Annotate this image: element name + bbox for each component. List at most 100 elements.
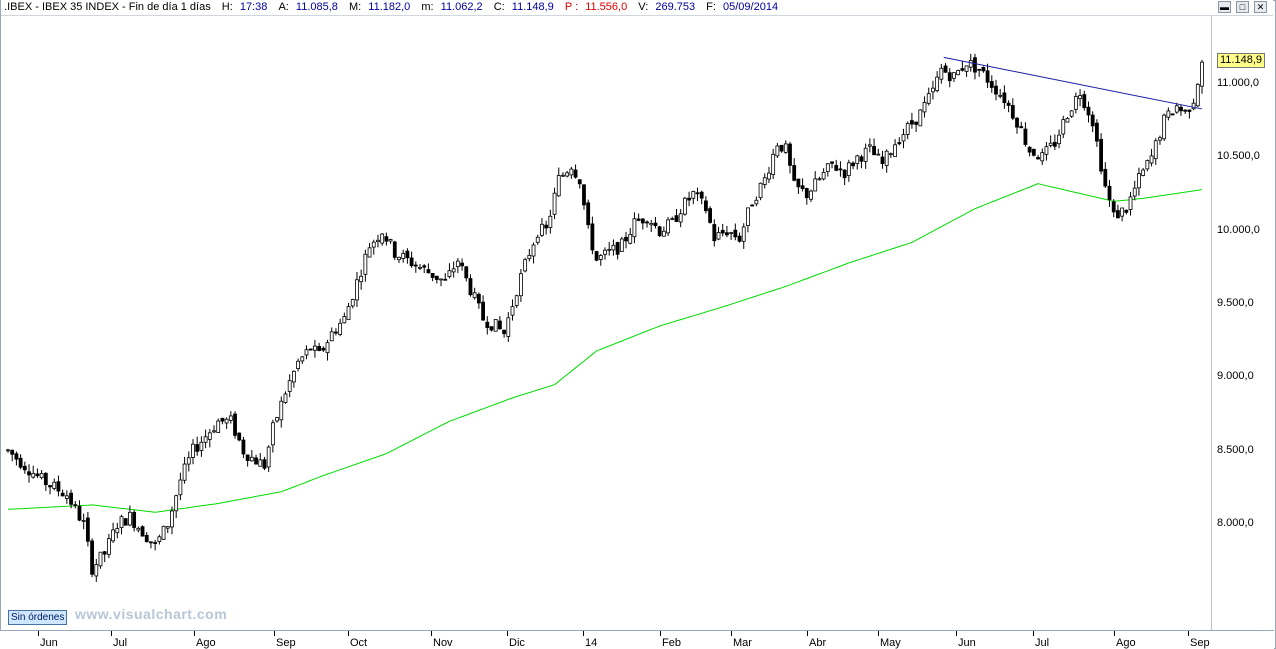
candle [855,154,860,170]
close-button[interactable]: ✕ [1254,1,1267,13]
hour-value: 17:38 [239,1,268,13]
x-tick-label: May [880,637,901,649]
candle [1191,98,1196,111]
candle [565,170,570,178]
candle [914,121,919,132]
candle [636,213,641,222]
candle [632,212,637,244]
candle [754,196,759,207]
candle [670,216,675,221]
candle [1162,113,1167,142]
last-price-marker: 11.148,9 [1217,53,1266,68]
candle [464,266,469,282]
x-tick-label: Jun [958,637,976,649]
candle [830,161,834,169]
candle [161,525,166,540]
candle [476,292,481,309]
x-tick [348,631,349,636]
candle [884,149,889,173]
candle [413,261,418,273]
candle [186,451,191,472]
candle [1107,180,1112,207]
candle [1120,207,1125,222]
x-tick [731,631,732,636]
candle [603,247,607,260]
high-label: M: [348,1,362,13]
candle [561,172,565,177]
candle [90,538,94,578]
candle [661,226,666,237]
candle [350,298,355,309]
candle [212,425,216,434]
candle [1187,109,1192,119]
candle [1052,134,1057,151]
candle [371,239,376,255]
candle [6,448,10,453]
x-tick [1188,631,1189,636]
candle [876,148,881,156]
candle [165,526,170,533]
candle [548,209,553,234]
candle [191,439,195,465]
candle [203,429,208,449]
candle [401,249,406,263]
orders-button[interactable]: Sin órdenes [8,610,68,625]
candle [329,327,334,342]
candle [842,169,847,186]
candle [73,501,78,509]
date-label: F: [706,1,716,13]
candle [918,109,923,127]
candle [813,171,818,192]
candle [863,143,868,169]
candle [880,150,885,169]
candle [418,263,422,270]
candle [392,240,397,261]
minimize-button[interactable]: ▬ [1218,1,1231,13]
candle [619,236,624,252]
candle [1027,146,1032,157]
x-tick-label: Sep [1190,637,1210,649]
candle [1099,133,1103,175]
candle [859,154,864,169]
candle [796,178,801,194]
candle [22,461,27,474]
price-chart[interactable] [0,16,1211,630]
candle [384,232,389,246]
candle [107,533,111,559]
candle [506,312,511,343]
candle [1019,121,1024,129]
x-tick [878,631,879,636]
candle [523,257,528,273]
candle [489,326,494,332]
candle [926,87,931,106]
candle [708,206,713,224]
candle [956,69,961,76]
x-tick-label: Jun [40,637,58,649]
x-tick-label: Dic [509,637,525,649]
candle [783,140,788,154]
candle [1149,148,1154,167]
candle [888,152,893,158]
maximize-button[interactable]: □ [1236,1,1249,13]
y-axis [1211,16,1212,630]
candle [943,63,948,73]
candle [1078,89,1082,107]
candle [678,209,683,228]
candle [552,187,557,220]
candle [851,161,855,170]
candle [985,63,990,88]
candle [195,436,200,456]
candle [472,287,477,300]
candle [241,436,246,459]
candle [788,141,792,174]
x-tick-label: Oct [350,637,368,649]
candle [178,472,183,501]
candle [355,271,359,307]
candle [1153,138,1158,165]
x-tick-label: Sep [276,637,296,649]
candle [1103,162,1108,189]
candle [422,264,427,274]
watermark: www.visualchart.com [75,606,228,622]
candle [544,220,549,235]
candle [94,558,99,582]
